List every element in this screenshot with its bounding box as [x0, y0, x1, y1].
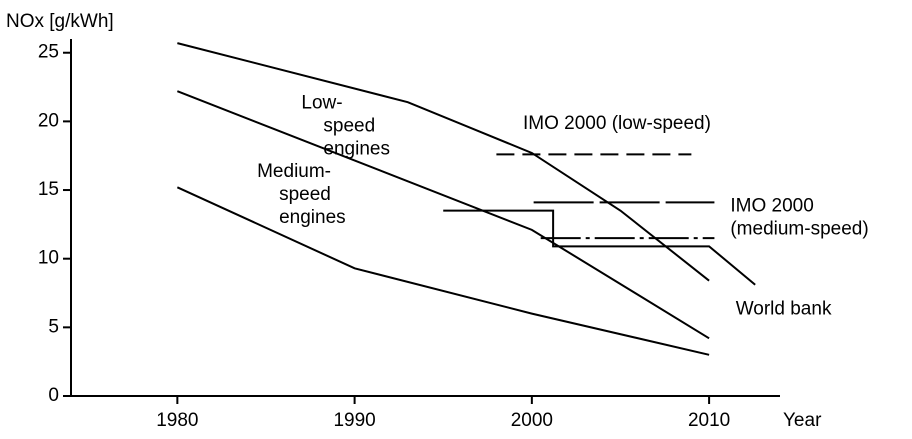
annotation: engines — [323, 139, 390, 160]
line — [443, 209, 756, 286]
y-axis-label: NOx [g/kWh] — [6, 11, 114, 32]
annotation: World bank — [736, 299, 832, 320]
y-tick-label: 0 — [48, 385, 59, 406]
x-tick-label: 2010 — [688, 410, 730, 431]
y-tick-label: 10 — [38, 248, 59, 269]
y-tick-label: 5 — [48, 316, 59, 337]
annotation: (medium-speed) — [730, 219, 868, 240]
annotation: engines — [279, 207, 346, 228]
line — [176, 186, 710, 356]
line — [176, 90, 710, 340]
y-tick-label: 20 — [38, 110, 59, 131]
annotation: Medium- — [257, 161, 331, 182]
x-axis-label: Year — [783, 410, 822, 431]
annotation: speed — [323, 116, 375, 137]
y-tick-label: 15 — [38, 179, 59, 200]
annotation: IMO 2000 (low-speed) — [523, 113, 711, 134]
annotation: IMO 2000 — [730, 196, 813, 217]
x-tick-label: 2000 — [511, 410, 553, 431]
annotation: speed — [279, 184, 331, 205]
y-tick-label: 25 — [38, 42, 59, 63]
annotation: Low- — [301, 93, 342, 114]
line — [177, 42, 710, 282]
x-tick-label: 1990 — [333, 410, 375, 431]
x-tick-label: 1980 — [156, 410, 198, 431]
